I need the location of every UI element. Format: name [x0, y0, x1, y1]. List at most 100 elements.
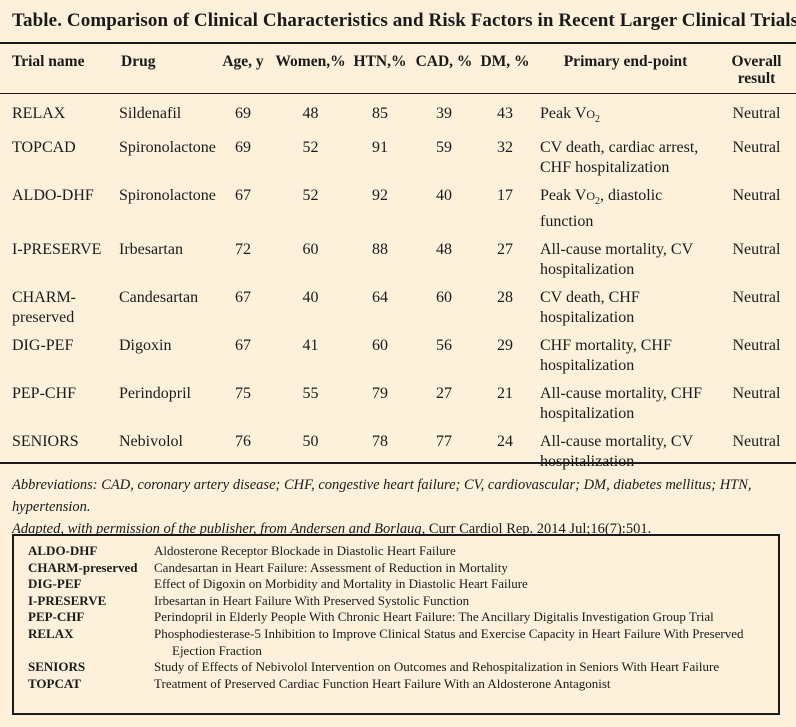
legend-full-text: Effect of Digoxin on Morbidity and Morta…: [154, 576, 528, 592]
cell-htn: 60: [372, 337, 388, 355]
cell-endpoint: All-cause mortality, CHF hospitalization: [534, 376, 717, 424]
cell-trial: TOPCAD: [0, 130, 117, 178]
legend-full-text: Phosphodiesterase-5 Inhibition to Improv…: [154, 625, 744, 641]
legend-full-text: Aldosterone Receptor Blockade in Diastol…: [154, 543, 456, 558]
cell-result: Neutral: [732, 241, 781, 259]
legend-full: Perindopril in Elderly People With Chron…: [152, 609, 773, 626]
legend-abbr: DIG-PEF: [28, 576, 82, 592]
cell-age: 69: [235, 139, 251, 157]
legend-item: RELAX Phosphodiesterase-5 Inhibition to I…: [28, 626, 773, 659]
legend-full: Phosphodiesterase-5 Inhibition to Improv…: [152, 626, 773, 659]
cell-htn: 85: [372, 105, 388, 122]
col-header-age: Age, y: [222, 53, 264, 70]
cell-endpoint: CHF mortality, CHF hospitalization: [534, 328, 717, 376]
endpoint-line2: hospitalization: [540, 357, 635, 375]
cell-result: Neutral: [732, 139, 781, 157]
cell-age: 69: [235, 105, 251, 122]
top-rule: [0, 42, 796, 44]
legend-abbr: ALDO-DHF: [28, 543, 98, 558]
trial-name: I-PRESERVE: [12, 241, 102, 259]
cell-women: 50: [302, 433, 319, 451]
cell-age: 76: [235, 433, 251, 451]
cell-trial: ALDO-DHF: [0, 178, 117, 232]
header-rule: [0, 93, 796, 94]
col-header-women: Women,%: [275, 53, 346, 70]
cell-dm: 17: [497, 187, 513, 205]
col-header-drug: Drug: [121, 53, 156, 70]
legend-abbr: CHARM-preserved: [28, 559, 138, 575]
legend-full: Treatment of Preserved Cardiac Function …: [152, 676, 773, 693]
cell-result: Neutral: [732, 433, 781, 451]
cell-endpoint: All-cause mortality, CV hospitalization: [534, 424, 717, 472]
endpoint-subscript: 2: [595, 196, 601, 208]
legend-full-text: Irbesartan in Heart Failure With Preserv…: [154, 592, 470, 608]
table-row: SENIORS Nebivolol 76 50 78 77 24 All-cause mort…: [0, 424, 796, 472]
cell-trial: CHARM-preserved: [0, 280, 117, 328]
legend-abbr: TOPCAT: [28, 675, 81, 691]
trial-name: DIG-PEF: [12, 337, 74, 355]
col-header-endpoint: Primary end-point: [563, 53, 688, 70]
cell-result: Neutral: [732, 385, 781, 403]
cell-women: 52: [302, 139, 319, 157]
trial-name: PEP-CHF: [12, 385, 77, 403]
cell-age: 67: [235, 337, 251, 355]
cell-result: Neutral: [732, 105, 781, 122]
col-header-result-line1: Overall: [731, 53, 782, 70]
cell-cad: 40: [436, 187, 452, 205]
trial-name: CHARM-: [12, 289, 77, 307]
legend-full: Study of Effects of Nebivolol Interventi…: [152, 659, 773, 676]
cell-women: 40: [302, 289, 319, 307]
cell-women: 60: [302, 241, 319, 259]
table-row: ALDO-DHF Spironolactone 67 52 92 40 17 Peak VO2…: [0, 178, 796, 232]
col-header-htn: HTN,%: [353, 53, 407, 70]
endpoint-o: O: [586, 107, 596, 121]
legend-full-text: Study of Effects of Nebivolol Interventi…: [154, 659, 720, 675]
legend-full-text: Perindopril in Elderly People With Chron…: [154, 609, 714, 625]
cell-result: Neutral: [732, 337, 781, 355]
cell-htn: 88: [372, 241, 388, 259]
cell-dm: 28: [497, 289, 513, 307]
legend-abbr: PEP-CHF: [28, 609, 85, 625]
abbreviations-note: Abbreviations: CAD, coronary artery dise…: [12, 477, 752, 515]
cell-women: 48: [302, 105, 319, 122]
cell-cad: 77: [436, 433, 452, 451]
trial-name: SENIORS: [12, 433, 79, 451]
cell-htn: 64: [372, 289, 388, 307]
adapted-journal: Curr Cardiol Rep. 2014 Jul;16(7):501.: [425, 521, 652, 537]
bottom-rule: [0, 462, 796, 464]
table-row: RELAX Sildenafil 69 48 85 39 43 Peak VO2 Neutral: [0, 93, 796, 130]
cell-dm: 43: [497, 105, 513, 122]
col-header-cad: CAD, %: [415, 53, 473, 70]
cell-endpoint: CV death, CHF hospitalization: [534, 280, 717, 328]
col-header-dm: DM, %: [480, 53, 530, 70]
endpoint-subscript: 2: [595, 114, 601, 126]
cell-trial: SENIORS: [0, 424, 117, 472]
table-row: TOPCAD Spironolactone 69 52 91 59 32 CV death, …: [0, 130, 796, 178]
cell-dm: 21: [497, 385, 513, 403]
cell-drug: Digoxin: [119, 337, 172, 355]
cell-result: Neutral: [732, 187, 781, 205]
legend-full: Aldosterone Receptor Blockade in Diastol…: [152, 543, 773, 560]
cell-cad: 60: [436, 289, 452, 307]
endpoint-text: CV death, cardiac arrest,: [540, 139, 699, 157]
cell-endpoint: All-cause mortality, CV hospitalization: [534, 232, 717, 280]
cell-htn: 92: [372, 187, 388, 205]
cell-dm: 27: [497, 241, 513, 259]
endpoint-text: CHF mortality, CHF: [540, 337, 672, 355]
legend-full: Irbesartan in Heart Failure With Preserv…: [152, 593, 773, 610]
cell-endpoint: Peak VO2, diastolic function: [534, 178, 717, 232]
endpoint-line2: CHF hospitalization: [540, 159, 670, 177]
cell-drug: Irbesartan: [119, 241, 183, 259]
endpoint-text: CV death, CHF: [540, 289, 640, 307]
legend-item: TOPCAT Treatment of Preserved Cardiac Fun…: [28, 676, 773, 693]
footnote: Abbreviations: CAD, coronary artery dise…: [12, 474, 792, 540]
legend-full-text: Treatment of Preserved Cardiac Function …: [154, 675, 611, 691]
cell-cad: 56: [436, 337, 452, 355]
cell-dm: 24: [497, 433, 513, 451]
trial-name: TOPCAD: [12, 139, 76, 157]
trial-name: ALDO-DHF: [12, 187, 94, 205]
endpoint-text: All-cause mortality, CV: [540, 241, 694, 259]
legend-item: SENIORS Study of Effects of Nebivolol Int…: [28, 659, 773, 676]
endpoint-line2: hospitalization: [540, 405, 635, 423]
legend-item: ALDO-DHF Aldosterone Receptor Blockade in…: [28, 543, 773, 560]
